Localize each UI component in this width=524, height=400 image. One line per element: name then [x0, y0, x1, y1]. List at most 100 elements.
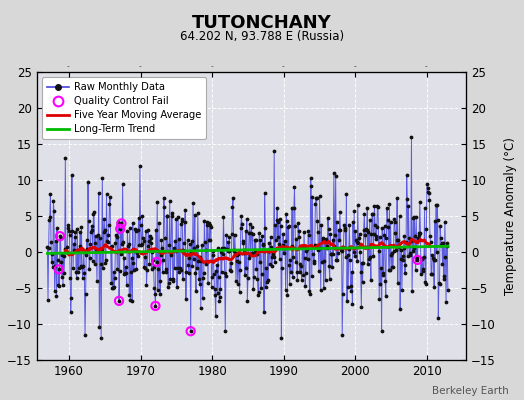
Point [115, 268, 124, 274]
Point [205, 237, 214, 244]
Point [400, 233, 409, 240]
Point [355, 235, 363, 242]
Point [352, 239, 361, 246]
Point [110, 284, 118, 291]
Point [328, 251, 336, 258]
Point [213, 262, 221, 269]
Point [442, 243, 451, 249]
Point [309, 260, 318, 266]
Point [314, 247, 323, 254]
Point [277, 222, 285, 229]
Point [304, 232, 313, 238]
Point [426, 233, 434, 240]
Point [225, 248, 233, 254]
Point [264, 276, 272, 283]
Point [107, 280, 115, 286]
Point [388, 264, 396, 270]
Point [295, 228, 303, 234]
Point [113, 234, 121, 240]
Point [299, 272, 308, 278]
Point [256, 259, 264, 265]
Point [140, 264, 148, 270]
Point [379, 272, 387, 278]
Point [155, 220, 163, 226]
Point [198, 242, 206, 248]
Point [102, 257, 110, 263]
Point [423, 181, 431, 188]
Point [226, 267, 234, 273]
Point [232, 278, 240, 284]
Point [89, 211, 97, 218]
Point [408, 248, 417, 254]
Point [326, 251, 335, 257]
Point [436, 234, 445, 241]
Point [337, 247, 345, 254]
Point [399, 245, 408, 252]
Point [272, 217, 281, 224]
Point [118, 241, 126, 247]
Point [341, 227, 350, 233]
Point [196, 254, 204, 260]
Point [428, 271, 436, 277]
Point [312, 195, 320, 201]
Point [250, 237, 259, 243]
Point [326, 231, 334, 237]
Point [68, 228, 77, 234]
Point [422, 226, 431, 232]
Point [193, 210, 202, 216]
Point [170, 245, 178, 251]
Point [301, 283, 309, 289]
Point [352, 237, 360, 244]
Point [204, 237, 213, 243]
Point [129, 260, 138, 266]
Point [420, 254, 428, 260]
Point [347, 268, 356, 275]
Point [175, 236, 183, 243]
Point [381, 278, 389, 284]
Point [231, 250, 239, 256]
Point [377, 328, 386, 334]
Point [154, 266, 162, 272]
Point [246, 252, 255, 258]
Point [54, 266, 63, 272]
Point [441, 218, 449, 225]
Point [119, 271, 128, 277]
Point [304, 228, 312, 234]
Point [185, 255, 194, 262]
Point [398, 287, 406, 293]
Point [62, 249, 70, 255]
Point [90, 209, 98, 215]
Point [420, 205, 429, 212]
Point [68, 172, 76, 179]
Point [145, 238, 153, 244]
Point [94, 248, 102, 254]
Point [353, 258, 362, 264]
Point [320, 285, 328, 292]
Point [90, 240, 99, 246]
Point [305, 288, 313, 294]
Point [397, 256, 405, 262]
Point [319, 234, 328, 241]
Point [368, 210, 376, 217]
Point [274, 234, 282, 240]
Point [130, 266, 138, 273]
Point [123, 228, 132, 234]
Point [212, 268, 221, 274]
Point [152, 259, 161, 265]
Point [252, 237, 260, 244]
Point [308, 194, 316, 200]
Point [269, 250, 277, 257]
Point [227, 267, 235, 274]
Point [180, 240, 188, 247]
Point [248, 231, 257, 238]
Point [190, 256, 198, 262]
Point [159, 256, 167, 263]
Point [214, 245, 222, 251]
Point [291, 223, 299, 229]
Point [379, 270, 388, 276]
Point [416, 198, 424, 205]
Point [245, 229, 253, 236]
Point [269, 254, 278, 260]
Point [329, 236, 337, 243]
Y-axis label: Temperature Anomaly (°C): Temperature Anomaly (°C) [504, 137, 517, 295]
